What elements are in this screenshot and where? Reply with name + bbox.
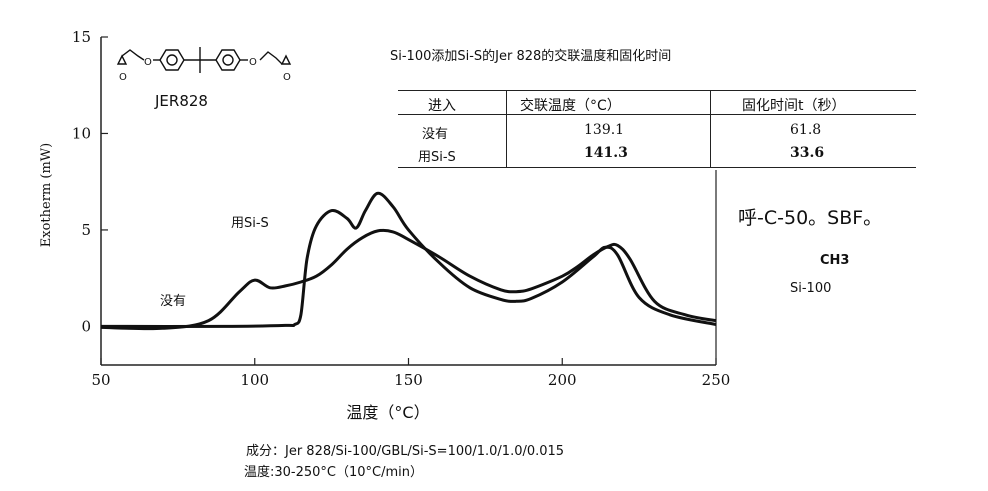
table-rule-bottom [398,167,916,168]
x-axis-label: 温度（°C） [346,403,429,422]
svg-text:O: O [119,72,127,83]
svg-text:O: O [144,57,152,68]
table-header-temp: 交联温度（°C） [520,98,621,114]
table-row-temp: 139.1 [584,122,625,138]
results-table: 进入 交联温度（°C） 固化时间t（秒） 没有 139.1 61.8 用Si-S… [398,90,916,168]
series-label-none: 没有 [160,294,187,309]
temperature-note: 温度:30-250°C（10°C/min） [244,465,424,480]
ch3-label: CH3 [820,253,850,268]
table-row-temp: 141.3 [584,145,628,161]
x-tick-label: 200 [548,371,577,389]
si100-label: Si-100 [790,281,832,296]
x-tick-label: 50 [91,371,110,389]
composition-note: 成分：Jer 828/Si-100/GBL/Si-S=100/1.0/1.0/0… [246,444,565,459]
jer828-structure-icon: O O O O [116,47,292,83]
x-tick-label: 150 [394,371,423,389]
table-title: Si-100添加Si-S的Jer 828的交联温度和固化时间 [390,49,672,64]
table-row-time: 61.8 [790,122,822,138]
series-line-si-s [100,191,717,328]
table-row-entry: 用Si-S [418,150,456,165]
table-row-entry: 没有 [422,127,449,142]
table-divider-1 [506,90,507,168]
y-tick-label: 15 [72,28,91,46]
table-header-time: 固化时间t（秒） [742,98,846,114]
svg-text:O: O [283,72,291,83]
y-tick-label: 0 [81,317,91,335]
table-header-entry: 进入 [428,98,456,114]
y-axis-label: Exotherm (mW) [39,143,54,247]
formula-label: 呼-C-50。SBF。 [738,207,883,229]
series-layer [100,191,717,331]
svg-text:O: O [249,57,257,68]
y-axis-ticks: 0 5 10 15 [72,28,108,335]
x-tick-label: 250 [702,371,731,389]
series-label-si-s: 用Si-S [231,216,269,231]
table-row-time: 33.6 [790,145,825,161]
plot-frame [100,37,717,366]
y-tick-label: 10 [72,124,91,142]
series-line-none [100,228,717,331]
table-rule-header [398,114,916,115]
x-axis-ticks: 50 100 150 200 250 [91,358,730,389]
table-divider-2 [710,90,711,168]
y-tick-label: 5 [81,221,91,239]
structure-label: JER828 [155,92,208,110]
x-tick-label: 100 [240,371,269,389]
table-rule-top [398,90,916,91]
